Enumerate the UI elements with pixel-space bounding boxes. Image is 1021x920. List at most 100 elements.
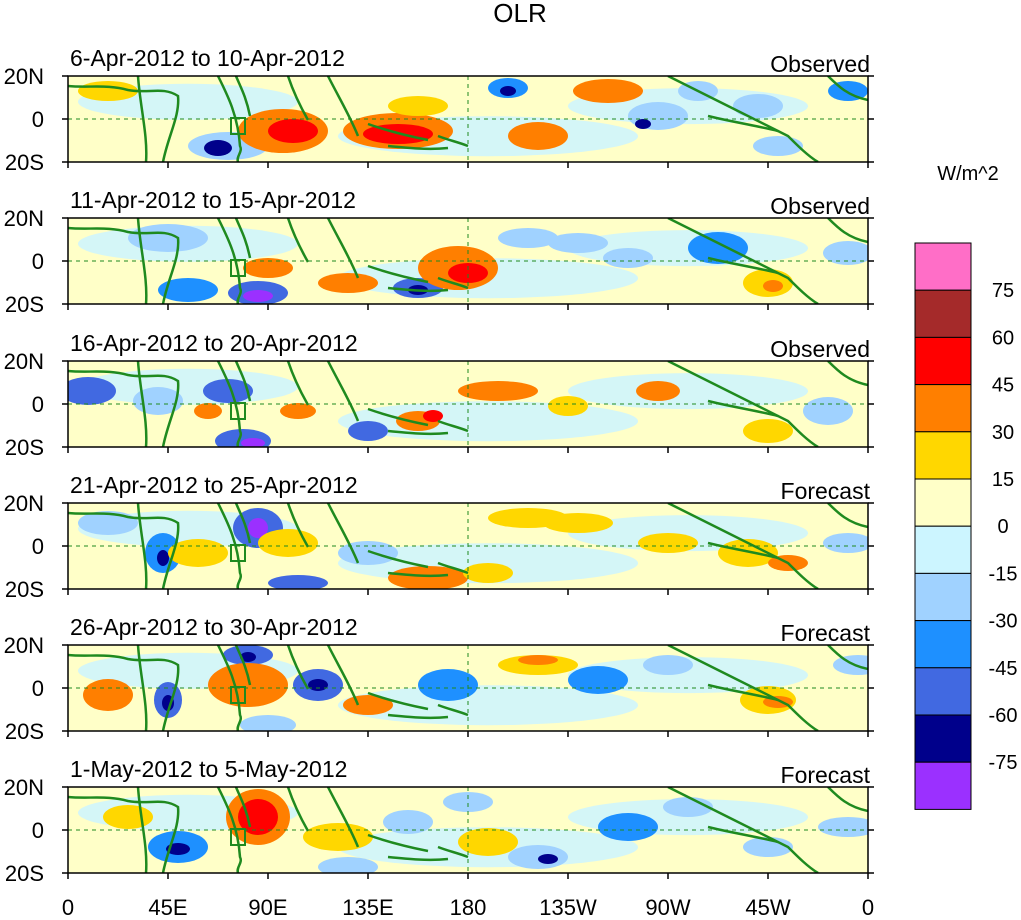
- coastline: [667, 787, 819, 873]
- coastline: [437, 134, 469, 148]
- y-tick-label: 20N: [4, 64, 44, 89]
- panel-kind-label: Forecast: [781, 762, 871, 788]
- olr-anomaly-field: [78, 508, 868, 589]
- anomaly-contour: [318, 273, 378, 293]
- anomaly-contour: [238, 799, 278, 835]
- coastline: [437, 703, 469, 717]
- coastline: [234, 503, 252, 544]
- panel-ticks: [62, 217, 874, 310]
- anomaly-contour: [443, 792, 493, 812]
- colorbar-label: 15: [992, 469, 1014, 491]
- coastline: [136, 218, 148, 304]
- coastlines: [68, 645, 868, 731]
- anomaly-contour: [638, 533, 698, 553]
- colorbar-label: -15: [989, 563, 1018, 585]
- y-tick-label: 0: [32, 676, 44, 701]
- colorbar: 75 60 45 30 15 0 -15 -30 -45 -60 -75: [914, 242, 1018, 810]
- coastline: [326, 76, 360, 137]
- y-tick-label: 0: [32, 534, 44, 559]
- anomaly-contour: [603, 248, 653, 268]
- panel-ticks: [62, 786, 874, 879]
- coastlines: [68, 787, 868, 873]
- region-box-marker: [230, 686, 246, 704]
- panel-date-range: 1-May-2012 to 5-May-2012: [70, 756, 347, 782]
- coastline: [437, 561, 469, 575]
- map-panel: 20N 0 20S 1-May-2012 to 5-May-2012 Forecast: [4, 756, 874, 886]
- coastline: [326, 787, 360, 848]
- colorbar-label: 60: [992, 327, 1014, 349]
- panel-kind-label: Observed: [770, 336, 870, 362]
- map-panel: 20N 0 20S 21-Apr-2012 to 25-Apr-2012 Forecas…: [4, 472, 874, 602]
- y-tick-label: 20S: [5, 719, 44, 744]
- x-tick-label: 45W: [745, 895, 790, 920]
- region-box-marker: [230, 544, 246, 562]
- coastline: [216, 503, 242, 589]
- anomaly-contour: [268, 119, 318, 143]
- panel-kind-label: Forecast: [781, 620, 871, 646]
- colorbar-swatch: [914, 572, 972, 622]
- coastline: [68, 226, 180, 304]
- anomaly-contour: [203, 379, 253, 403]
- anomaly-contour: [158, 278, 218, 302]
- colorbar-label: 0: [997, 516, 1008, 538]
- coastline: [667, 76, 819, 162]
- anomaly-contour: [133, 387, 183, 415]
- coastline: [367, 264, 429, 284]
- panel-kind-label: Forecast: [781, 478, 871, 504]
- colorbar-label: 45: [992, 375, 1014, 397]
- map-panel: 20N 0 20S 6-Apr-2012 to 10-Apr-2012 Observed: [4, 45, 874, 175]
- coastline: [827, 645, 868, 671]
- coastline: [326, 218, 360, 279]
- anomaly-contour: [538, 854, 558, 864]
- coastline: [68, 653, 180, 731]
- coastline: [387, 144, 449, 151]
- coastline: [387, 429, 449, 436]
- coastline: [827, 218, 868, 244]
- anomaly-contour: [458, 381, 538, 401]
- panel-kind-label: Observed: [770, 193, 870, 219]
- anomaly-contour: [568, 666, 628, 694]
- x-axis: 0 45E 90E 135E 180 135W 90W 45W 0: [62, 895, 874, 920]
- coastline: [286, 218, 310, 263]
- coastline: [367, 122, 429, 142]
- anomaly-contour: [743, 419, 793, 443]
- anomaly-contour: [448, 263, 488, 283]
- coastline: [367, 833, 429, 853]
- anomaly-contour: [763, 280, 783, 292]
- x-tick-label: 180: [450, 895, 487, 920]
- colorbar-label: 75: [992, 280, 1014, 302]
- x-tick-label: 0: [862, 895, 874, 920]
- anomaly-contour: [308, 679, 328, 691]
- anomaly-contour: [68, 377, 116, 405]
- y-tick-label: 20S: [5, 861, 44, 886]
- anomaly-contour: [518, 655, 558, 665]
- colorbar-swatch: [914, 714, 972, 763]
- y-tick-label: 20S: [5, 577, 44, 602]
- region-box-marker: [230, 117, 246, 135]
- anomaly-contour: [268, 575, 328, 589]
- coastline: [216, 361, 242, 447]
- coastline: [707, 541, 779, 560]
- coastline: [136, 645, 148, 731]
- panel-kind-label: Observed: [770, 51, 870, 77]
- x-tick-label: 135W: [539, 895, 597, 920]
- anomaly-contour: [194, 403, 222, 419]
- olr-anomaly-field: [78, 645, 868, 731]
- anomaly-contour: [500, 86, 516, 96]
- colorbar-swatch: [914, 667, 972, 716]
- colorbar-swatch: [914, 761, 972, 810]
- anomaly-contour: [208, 663, 288, 707]
- anomaly-contour: [248, 518, 268, 538]
- anomaly-contour: [243, 290, 273, 302]
- anomaly-contour: [83, 679, 133, 711]
- coastline: [286, 645, 310, 690]
- coastlines: [68, 361, 868, 447]
- coastline: [387, 286, 449, 293]
- panels: 20N 0 20S 6-Apr-2012 to 10-Apr-2012 Observed…: [4, 45, 874, 886]
- coastline: [387, 571, 449, 578]
- y-tick-label: 0: [32, 392, 44, 417]
- coastline: [827, 76, 868, 102]
- coastline: [827, 503, 868, 529]
- x-tick-label: 135E: [342, 895, 393, 920]
